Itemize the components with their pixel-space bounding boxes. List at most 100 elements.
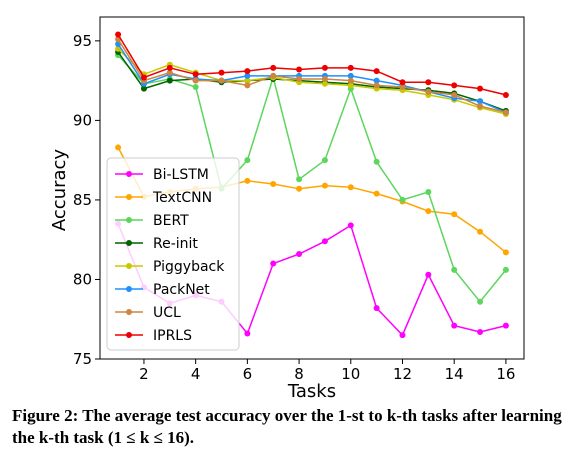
point-bi-lstm-13 [425, 271, 432, 278]
point-textcnn-15 [477, 228, 484, 235]
point-iprls-13 [425, 79, 432, 86]
legend-swatch-marker [126, 194, 132, 200]
point-textcnn-6 [244, 177, 251, 184]
legend-label-piggyback: Piggyback [153, 259, 225, 275]
point-iprls-12 [399, 79, 406, 86]
point-bi-lstm-6 [244, 330, 251, 337]
point-ucl-8 [296, 76, 303, 83]
point-iprls-10 [347, 64, 354, 71]
point-bert-13 [425, 188, 432, 195]
point-textcnn-9 [321, 182, 328, 189]
point-textcnn-14 [451, 211, 458, 218]
figure-caption: Figure 2: The average test accuracy over… [12, 406, 562, 447]
point-bi-lstm-12 [399, 332, 406, 339]
point-re-init-3 [166, 77, 173, 84]
legend-item-piggyback: Piggyback [115, 259, 225, 275]
point-iprls-9 [321, 64, 328, 71]
point-iprls-5 [218, 69, 225, 76]
x-tick-label-4: 4 [191, 365, 201, 383]
point-bi-lstm-14 [451, 322, 458, 329]
plot-frame [99, 16, 525, 360]
legend-swatch-marker [126, 171, 132, 177]
legend-swatch-marker [126, 309, 132, 315]
legend-item-textcnn: TextCNN [115, 190, 212, 206]
point-textcnn-8 [296, 185, 303, 192]
legend-label-packnet: PackNet [153, 282, 210, 298]
legend-item-iprls: IPRLS [115, 328, 192, 344]
legend-label-re-init: Re-init [153, 236, 198, 252]
legend-swatch-marker [126, 240, 132, 246]
point-textcnn-1 [115, 144, 122, 151]
x-tick-label-16: 16 [496, 365, 515, 383]
point-iprls-6 [244, 68, 251, 75]
legend-swatch-marker [126, 332, 132, 338]
point-ucl-16 [502, 109, 509, 116]
x-tick-label-2: 2 [139, 365, 149, 383]
legend-swatch-marker [126, 286, 132, 292]
point-iprls-16 [502, 91, 509, 98]
series-line-packnet [117, 43, 507, 114]
axis-ticks: 2 4 6 8 10 12 14 16 75 80 85 90 95 [73, 32, 516, 383]
legend-label-iprls: IPRLS [153, 328, 192, 344]
point-bi-lstm-8 [296, 251, 303, 258]
legend-label-bi-lstm: Bi-LSTM [153, 167, 209, 183]
series-line-re-init [117, 51, 507, 112]
series-re-init [115, 48, 509, 114]
legend-box [106, 157, 240, 351]
y-axis-label: Accuracy [49, 149, 70, 232]
legend-swatch-marker [126, 217, 132, 223]
legend-item-ucl: UCL [115, 305, 181, 321]
x-axis-label: Tasks [287, 381, 336, 402]
point-bert-6 [244, 157, 251, 164]
point-bi-lstm-9 [321, 238, 328, 245]
point-ucl-5 [218, 77, 225, 84]
point-iprls-1 [115, 31, 122, 38]
legend-item-packnet: PackNet [115, 282, 210, 298]
point-bert-9 [321, 157, 328, 164]
legend-label-ucl: UCL [153, 305, 181, 321]
legend-label-textcnn: TextCNN [152, 190, 212, 206]
series-line-bert [117, 54, 507, 303]
point-bert-15 [477, 298, 484, 305]
series-line-piggyback [117, 48, 507, 115]
x-tick-label-8: 8 [294, 365, 304, 383]
point-ucl-6 [244, 82, 251, 89]
point-packnet-15 [477, 98, 484, 105]
point-ucl-10 [347, 77, 354, 84]
point-re-init-2 [140, 85, 147, 92]
point-bert-12 [399, 196, 406, 203]
x-tick-label-10: 10 [341, 365, 360, 383]
point-bi-lstm-10 [347, 222, 354, 229]
point-iprls-15 [477, 85, 484, 92]
point-piggyback-6 [244, 77, 251, 84]
point-iprls-3 [166, 64, 173, 71]
series-iprls [115, 31, 509, 98]
point-ucl-14 [451, 91, 458, 98]
point-ucl-9 [321, 76, 328, 83]
series-packnet [115, 41, 509, 116]
point-bert-14 [451, 266, 458, 273]
x-tick-label-12: 12 [393, 365, 412, 383]
point-ucl-11 [373, 82, 380, 89]
point-bert-4 [192, 83, 199, 90]
point-ucl-13 [425, 88, 432, 95]
point-ucl-12 [399, 83, 406, 90]
point-textcnn-10 [347, 184, 354, 191]
point-packnet-11 [373, 77, 380, 84]
legend: Bi-LSTM TextCNN BERT Re-init Piggyback PackNe… [106, 157, 240, 351]
point-ucl-15 [477, 103, 484, 110]
point-iprls-11 [373, 68, 380, 75]
point-bi-lstm-15 [477, 328, 484, 335]
point-iprls-2 [140, 74, 147, 81]
chart: 2 4 6 8 10 12 14 16 75 80 85 90 95 Tasks Accuracy Bi… [49, 16, 525, 402]
legend-item-re-init: Re-init [115, 236, 198, 252]
y-tick-label-90: 90 [73, 111, 92, 129]
point-iprls-7 [270, 64, 277, 71]
point-bert-11 [373, 158, 380, 165]
series-bert [115, 52, 509, 305]
legend-swatch-marker [126, 263, 132, 269]
point-bert-8 [296, 176, 303, 183]
x-tick-label-14: 14 [445, 365, 464, 383]
legend-label-bert: BERT [153, 213, 189, 229]
y-tick-label-85: 85 [73, 191, 92, 209]
